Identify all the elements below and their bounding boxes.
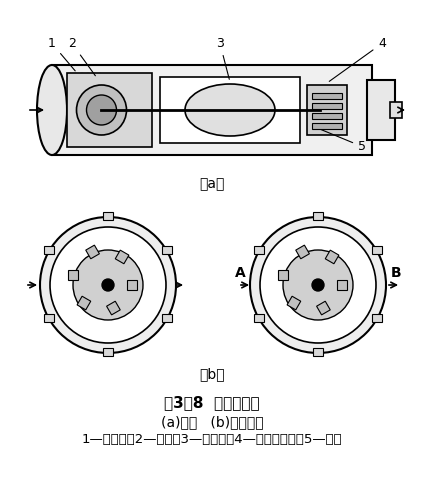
Circle shape	[260, 227, 376, 343]
Bar	[317, 301, 330, 315]
Bar	[52, 65, 372, 155]
Bar	[103, 212, 113, 220]
Bar	[313, 212, 323, 220]
Bar	[372, 314, 382, 322]
Bar	[390, 102, 402, 118]
Bar	[44, 246, 54, 254]
Bar	[312, 113, 342, 119]
Bar	[325, 250, 339, 264]
Circle shape	[250, 217, 386, 353]
Bar	[86, 245, 99, 259]
Ellipse shape	[185, 84, 275, 136]
Circle shape	[283, 250, 353, 320]
Bar	[162, 246, 172, 254]
Bar	[296, 245, 309, 259]
Bar	[115, 250, 129, 264]
Text: 图3－8  电动燃油泵: 图3－8 电动燃油泵	[164, 395, 260, 410]
Bar	[162, 314, 172, 322]
Bar	[337, 280, 348, 290]
Circle shape	[312, 279, 324, 291]
Bar	[367, 80, 395, 140]
Bar	[107, 301, 120, 315]
Text: （a）: （a）	[199, 177, 225, 191]
Bar	[254, 314, 264, 322]
Bar	[313, 348, 323, 356]
Bar	[103, 348, 113, 356]
Bar	[254, 246, 264, 254]
Text: (a)结构   (b)工作原理: (a)结构 (b)工作原理	[161, 415, 264, 429]
Bar	[128, 280, 138, 290]
Bar	[67, 73, 152, 147]
Bar	[312, 103, 342, 109]
Text: B: B	[391, 266, 401, 280]
Bar	[77, 296, 91, 310]
Bar	[278, 270, 289, 280]
Circle shape	[40, 217, 176, 353]
Text: （b）: （b）	[199, 367, 225, 381]
Text: 3: 3	[216, 37, 230, 80]
Ellipse shape	[37, 65, 67, 155]
Text: 5: 5	[312, 126, 366, 153]
Circle shape	[87, 95, 116, 125]
Circle shape	[102, 279, 114, 291]
Bar	[287, 296, 301, 310]
Bar	[312, 93, 342, 99]
Bar	[312, 123, 342, 129]
Bar	[372, 246, 382, 254]
Text: A: A	[235, 266, 245, 280]
Circle shape	[73, 250, 143, 320]
Bar	[44, 314, 54, 322]
Bar	[68, 270, 79, 280]
Text: 4: 4	[329, 37, 386, 82]
Text: 1: 1	[48, 37, 75, 71]
Circle shape	[50, 227, 166, 343]
Bar	[307, 85, 347, 135]
Bar	[160, 77, 300, 143]
Text: 2: 2	[68, 37, 95, 76]
Circle shape	[76, 85, 127, 135]
Text: 1—限压阀；2—转子；3—电动机；4—出油单向阀；5—壳体: 1—限压阀；2—转子；3—电动机；4—出油单向阀；5—壳体	[82, 433, 342, 446]
